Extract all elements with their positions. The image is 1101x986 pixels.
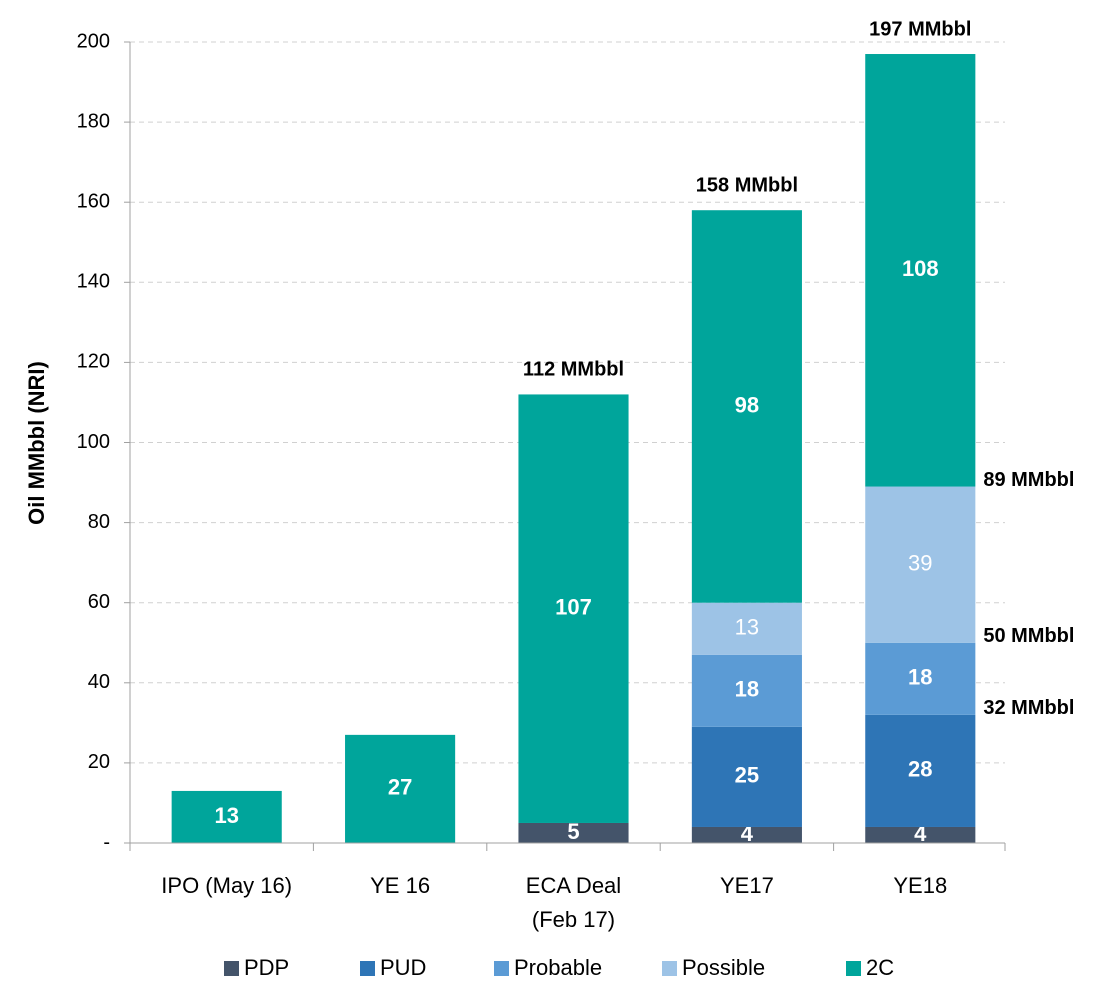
bar-segment xyxy=(518,394,629,823)
bar-segment xyxy=(865,826,976,843)
y-tick-label: 80 xyxy=(88,511,110,533)
legend-swatch xyxy=(360,961,375,976)
legend-swatch xyxy=(494,961,509,976)
y-tick-label: 160 xyxy=(77,190,110,212)
x-tick-label: YE17 xyxy=(720,873,774,898)
y-tick-label: 20 xyxy=(88,751,110,773)
data-label: 18 xyxy=(735,677,759,702)
data-label: 28 xyxy=(908,757,932,782)
data-label: 107 xyxy=(555,595,592,620)
y-tick-label: 100 xyxy=(77,431,110,453)
bar-segment xyxy=(865,642,976,715)
bar-segment xyxy=(691,602,802,655)
legend-label: 2C xyxy=(866,955,894,980)
y-axis-label: Oil MMbbl (NRI) xyxy=(24,361,49,525)
data-label: 4 xyxy=(914,821,927,846)
data-label: 13 xyxy=(214,803,238,828)
data-label: 39 xyxy=(908,550,932,575)
x-tick-label: YE 16 xyxy=(370,873,430,898)
y-tick-label: - xyxy=(103,831,110,853)
data-label: 27 xyxy=(388,775,412,800)
x-tick-label: ECA Deal (Feb 17) xyxy=(526,873,621,932)
subtotal-label: 89 MMbbl xyxy=(983,469,1074,491)
total-label: 197 MMbbl xyxy=(869,18,971,40)
bar-segment xyxy=(865,54,976,487)
legend-label: PDP xyxy=(244,955,289,980)
bar-segment xyxy=(691,826,802,843)
subtotal-label: 32 MMbbl xyxy=(983,697,1074,719)
bar-segment xyxy=(171,790,282,843)
legend-swatch xyxy=(224,961,239,976)
data-label: 4 xyxy=(741,821,754,846)
y-tick-label: 200 xyxy=(77,30,110,52)
data-label: 13 xyxy=(735,615,759,640)
y-tick-label: 120 xyxy=(77,351,110,373)
data-label: 108 xyxy=(902,256,939,281)
data-label: 25 xyxy=(735,763,759,788)
subtotal-label: 50 MMbbl xyxy=(983,625,1074,647)
bar-segment xyxy=(691,726,802,827)
data-label: 98 xyxy=(735,392,759,417)
bar-segment xyxy=(691,210,802,603)
bar-segment xyxy=(865,486,976,643)
y-tick-label: 40 xyxy=(88,671,110,693)
y-tick-label: 60 xyxy=(88,591,110,613)
y-tick-label: 180 xyxy=(77,110,110,132)
legend-swatch xyxy=(846,961,861,976)
legend-swatch xyxy=(662,961,677,976)
legend-label: Possible xyxy=(682,955,765,980)
bar-segment xyxy=(691,654,802,727)
data-label: 18 xyxy=(908,665,932,690)
x-tick-label: YE18 xyxy=(893,873,947,898)
bar-segment xyxy=(345,734,456,843)
bar-segment xyxy=(518,822,629,843)
legend-label: PUD xyxy=(380,955,426,980)
total-label: 112 MMbbl xyxy=(523,359,624,381)
x-tick-label: IPO (May 16) xyxy=(161,873,292,898)
y-tick-label: 140 xyxy=(77,271,110,293)
bar-segment xyxy=(865,714,976,827)
legend-label: Probable xyxy=(514,955,602,980)
data-label: 5 xyxy=(567,819,579,844)
total-label: 158 MMbbl xyxy=(696,174,798,196)
